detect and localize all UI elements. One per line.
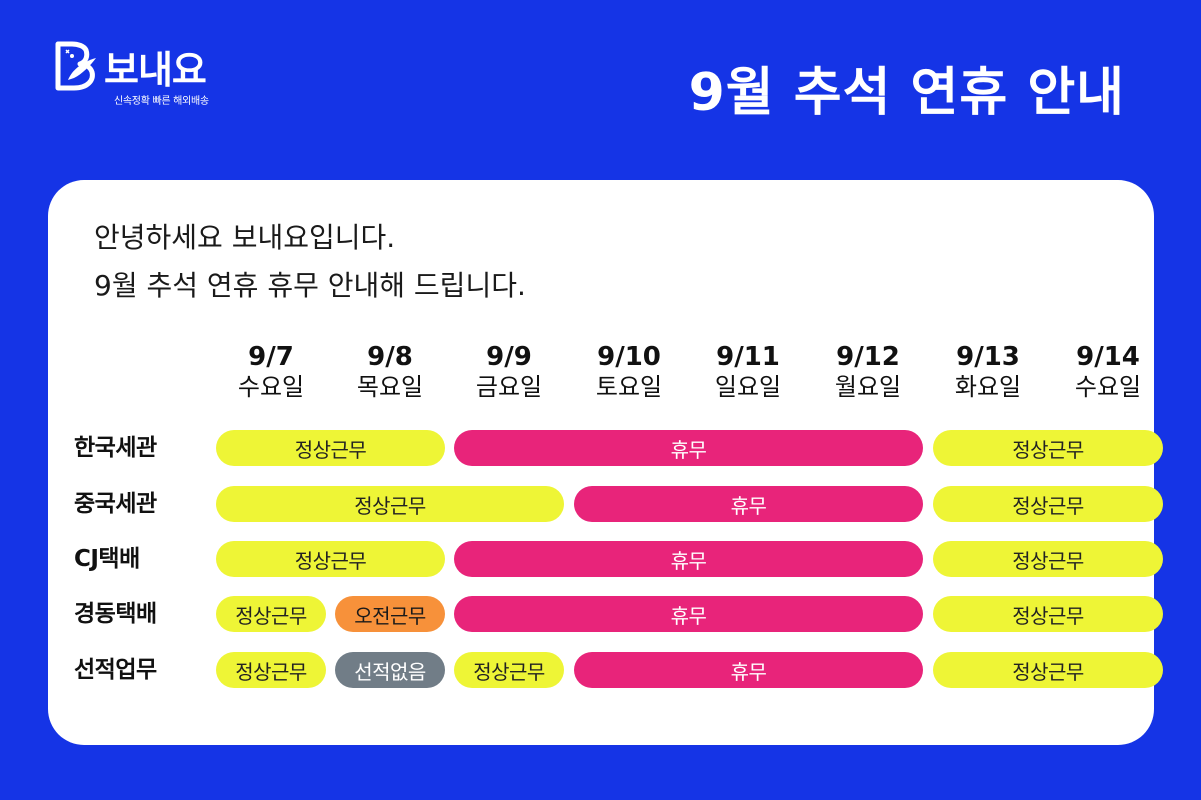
date-label: 9/13 [956, 342, 1020, 372]
date-label: 9/12 [836, 342, 900, 372]
intro-line-2: 9월 추석 연휴 휴무 안내해 드립니다. [94, 269, 526, 302]
date-column: 9/13 화요일 [938, 342, 1038, 402]
weekday-label: 월요일 [834, 373, 902, 401]
intro-text: 안녕하세요 보내요입니다. 9월 추석 연휴 휴무 안내해 드립니다. [94, 214, 526, 310]
status-pill-work: 정상근무 [933, 541, 1163, 577]
date-column: 9/10 토요일 [579, 342, 679, 402]
date-column: 9/12 월요일 [818, 342, 918, 402]
row-label: CJ택배 [74, 546, 140, 572]
status-pill-work: 정상근무 [933, 486, 1163, 522]
status-pill-work: 정상근무 [216, 430, 445, 466]
status-pill-work: 정상근무 [933, 596, 1163, 632]
status-pill-off: 휴무 [454, 541, 923, 577]
date-label: 9/10 [597, 342, 661, 372]
status-pill-off: 휴무 [574, 652, 923, 688]
status-pill-work: 정상근무 [454, 652, 564, 688]
date-label: 9/8 [367, 342, 413, 372]
brand-name: 보내요 [104, 47, 207, 92]
date-label: 9/14 [1076, 342, 1140, 372]
brand-logo: 보내요 신속정확 빠른 해외배송 [52, 36, 209, 107]
weekday-label: 토요일 [595, 373, 663, 401]
date-label: 9/7 [248, 342, 294, 372]
status-pill-off: 휴무 [574, 486, 923, 522]
status-pill-none: 선적없음 [335, 652, 445, 688]
page-title: 9월 추석 연휴 안내 [688, 63, 1125, 123]
date-column: 9/11 일요일 [698, 342, 798, 402]
date-column: 9/8 목요일 [340, 342, 440, 402]
status-pill-work: 정상근무 [216, 652, 326, 688]
status-pill-work: 정상근무 [216, 486, 564, 522]
weekday-label: 목요일 [356, 373, 424, 401]
weekday-label: 금요일 [475, 373, 543, 401]
date-label: 9/11 [716, 342, 780, 372]
notice-card: 안녕하세요 보내요입니다. 9월 추석 연휴 휴무 안내해 드립니다. 9/7 수… [48, 180, 1163, 745]
date-column: 9/14 수요일 [1058, 342, 1158, 402]
status-pill-work: 정상근무 [216, 541, 445, 577]
row-label: 한국세관 [74, 435, 157, 461]
date-label: 9/9 [486, 342, 532, 372]
status-pill-half: 오전근무 [335, 596, 445, 632]
status-pill-work: 정상근무 [933, 652, 1163, 688]
weekday-label: 일요일 [714, 373, 782, 401]
status-pill-off: 휴무 [454, 430, 923, 466]
bird-b-logo-icon [55, 41, 96, 91]
row-label: 중국세관 [74, 491, 157, 517]
status-pill-off: 휴무 [454, 596, 923, 632]
status-pill-work: 정상근무 [933, 430, 1163, 466]
weekday-label: 수요일 [1074, 373, 1142, 401]
status-pill-work: 정상근무 [216, 596, 326, 632]
weekday-label: 화요일 [954, 373, 1022, 401]
weekday-label: 수요일 [237, 373, 305, 401]
intro-line-1: 안녕하세요 보내요입니다. [94, 221, 396, 254]
row-label: 선적업무 [74, 657, 157, 683]
row-label: 경동택배 [74, 601, 157, 627]
date-column: 9/9 금요일 [459, 342, 559, 402]
date-column: 9/7 수요일 [221, 342, 321, 402]
brand-tagline: 신속정확 빠른 해외배송 [114, 96, 209, 107]
